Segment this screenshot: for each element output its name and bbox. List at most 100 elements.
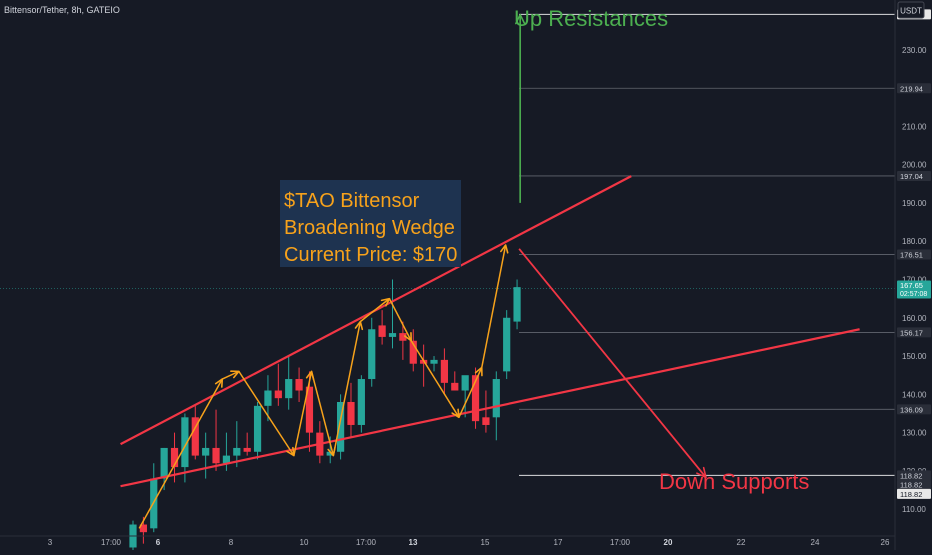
x-tick-label: 6 [156, 538, 161, 547]
candle-body [222, 455, 231, 464]
y-tick-label: 230.00 [902, 46, 927, 55]
candle-body [399, 333, 407, 341]
zigzag-arrowhead [500, 244, 509, 254]
currency-button-frame [897, 1, 925, 19]
current-price-countdown: 02:57:08 [900, 291, 927, 298]
x-tick-label: 17:00 [610, 538, 631, 547]
zigzag-segment [238, 370, 295, 457]
zigzag-segment [458, 367, 483, 418]
candle-body [378, 325, 386, 337]
price-tag-bg [897, 404, 931, 415]
y-tick-label: 170.00 [902, 275, 927, 284]
candle-body [295, 379, 303, 391]
candle-body [305, 386, 314, 433]
candle-body [461, 375, 469, 391]
candle-body [191, 417, 199, 456]
candle-body [471, 375, 480, 422]
price-tag-bg [897, 327, 931, 338]
x-tick-label: 22 [737, 538, 746, 547]
x-tick-label: 17:00 [101, 538, 122, 547]
zigzag-segment [138, 378, 223, 529]
info-box-bg [280, 180, 461, 267]
info-box[interactable]: $TAO Bittensor Broadening Wedge Current … [280, 180, 461, 267]
price-tag-bg [897, 470, 931, 481]
price-tag-bg [897, 83, 931, 94]
price-tag-label: 156.17 [900, 328, 923, 337]
x-tick-label: 13 [409, 538, 418, 547]
y-tick-label: 140.00 [902, 390, 927, 399]
x-tick-label: 24 [811, 538, 820, 547]
info-box-line-2: Broadening Wedge [284, 217, 455, 239]
candle-body [409, 340, 417, 364]
y-tick-label: 160.00 [902, 314, 927, 323]
info-box-line-1: $TAO Bittensor [284, 190, 420, 212]
zigzag-segment [293, 371, 313, 456]
candle-body [492, 379, 500, 418]
candle-body [285, 379, 293, 399]
price-tag-label: 136.09 [900, 405, 923, 414]
candle-body [347, 402, 355, 425]
time-scale[interactable]: 3 17:00 6 8 10 17:00 13 15 17 17:00 20 22 24 26 [0, 535, 895, 547]
zigzag-segment [359, 298, 390, 323]
candle-body [326, 451, 334, 456]
y-tick-label: 150.00 [902, 352, 927, 361]
candle-body [388, 333, 397, 337]
x-axis-ticks: 3 17:00 6 8 10 17:00 13 15 17 17:00 20 22 24 26 [48, 538, 890, 547]
candle-body [264, 390, 272, 406]
price-tag-label: 197.04 [900, 172, 923, 181]
x-tick-label: 17:00 [356, 538, 377, 547]
price-tag-label: 176.51 [900, 251, 923, 260]
zigzag-segment [388, 298, 412, 342]
candle-body [253, 405, 262, 452]
current-price-tag-bg [897, 280, 931, 299]
candle-body [212, 447, 220, 464]
candle-body [513, 287, 521, 322]
price-tag-label: 118.82 [900, 481, 922, 490]
symbol-title: Bittensor/Tether, 8h, GATEIO [4, 5, 120, 15]
currency-button[interactable]: USDT [897, 1, 925, 19]
zigzag-segment [221, 370, 240, 380]
candle-body [451, 382, 459, 391]
x-tick-label: 26 [881, 538, 890, 547]
wedge-lower-line [120, 328, 860, 488]
info-box-line-3: Current Price: $170 [284, 244, 457, 266]
down-supports-label: Down Supports [659, 469, 809, 494]
x-tick-label: 15 [481, 538, 490, 547]
y-tick-label: 180.00 [902, 237, 927, 246]
candle-body [181, 417, 189, 468]
up-resistances-label: Up Resistances [514, 6, 668, 31]
x-tick-label: 8 [229, 538, 234, 547]
price-tag-label: 219.94 [900, 84, 923, 93]
y-tick-label: 210.00 [902, 122, 927, 131]
zigzag-segment [410, 340, 460, 418]
price-tag-bg [897, 479, 931, 490]
y-tick-label: 110.00 [902, 505, 926, 514]
y-tick-label: 130.00 [902, 429, 927, 438]
y-tick-label: 190.00 [902, 199, 927, 208]
x-tick-label: 17 [554, 538, 563, 547]
x-tick-label: 10 [300, 538, 309, 547]
current-price-value: 167.65 [900, 281, 923, 290]
price-tag-label: 118.82 [900, 490, 922, 499]
price-tag-label: 118.82 [900, 471, 922, 480]
candle-body [233, 447, 241, 456]
candle-body [357, 379, 365, 425]
candle-body [139, 524, 147, 533]
x-tick-label: 20 [664, 538, 673, 547]
candle-body [160, 447, 168, 479]
up-arrowhead [515, 13, 526, 25]
candle-body [243, 447, 251, 452]
x-tick-label: 3 [48, 538, 53, 547]
y-tick-label: 200.00 [902, 161, 927, 170]
price-tag-bg [897, 249, 931, 260]
currency-button-label: USDT [900, 7, 922, 16]
candle-body [337, 402, 345, 452]
candle-body [170, 447, 179, 468]
candle-body [440, 359, 448, 383]
zigzag-segment [332, 321, 362, 456]
zigzag-segment [310, 371, 335, 456]
candle-body [482, 417, 490, 425]
